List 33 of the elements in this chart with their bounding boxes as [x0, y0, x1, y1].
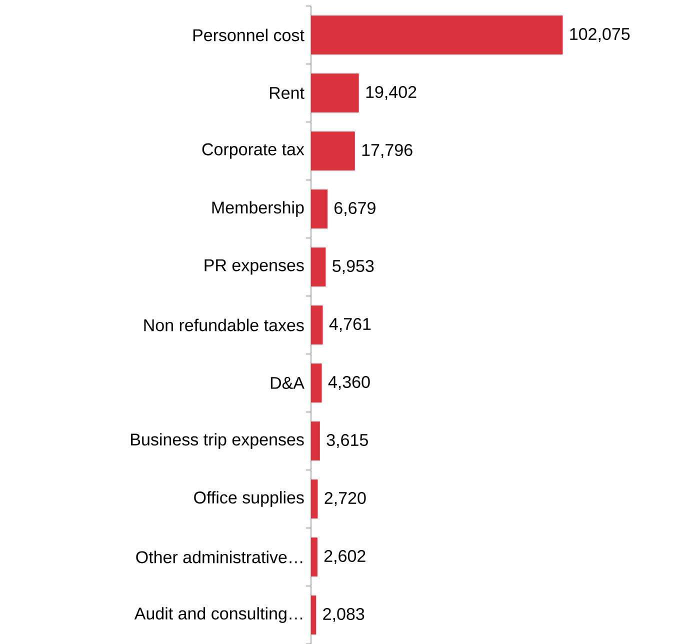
y-tick-label: Other administrative… [136, 550, 302, 564]
y-tick-label: Membership [212, 201, 304, 217]
data-label: 5,953 [332, 260, 374, 274]
bar [311, 190, 328, 229]
bar [311, 480, 318, 519]
data-label: 102,075 [570, 28, 630, 42]
data-label: 4,360 [328, 376, 370, 390]
y-tick-label: Non refundable taxes [144, 318, 304, 332]
bar [311, 248, 326, 287]
data-label: 2,602 [324, 550, 366, 564]
y-tick-label: Business trip expenses [131, 433, 304, 449]
data-label: 3,615 [326, 434, 368, 448]
y-tick-label: PR expenses [204, 259, 304, 275]
y-tick-label: Office supplies [194, 491, 304, 507]
y-tick-label: Audit and consulting… [134, 607, 302, 623]
y-tick-label: Personnel cost [193, 28, 304, 42]
bar [311, 16, 563, 54]
bar [311, 538, 318, 577]
y-tick-label: Rent [270, 87, 304, 99]
data-label: 6,679 [334, 202, 376, 216]
bar [311, 132, 355, 171]
data-label: 19,402 [366, 86, 416, 100]
data-label: 17,796 [362, 144, 412, 158]
data-label: 4,761 [329, 318, 371, 332]
y-tick-label: D&A [270, 377, 304, 389]
bar [311, 74, 359, 112]
bar [311, 364, 322, 403]
data-label: 2,083 [323, 608, 364, 622]
y-tick-label: Corporate tax [202, 143, 304, 159]
bar [311, 596, 316, 635]
bar [311, 306, 323, 345]
data-label: 2,720 [324, 492, 366, 506]
bar [311, 422, 320, 461]
